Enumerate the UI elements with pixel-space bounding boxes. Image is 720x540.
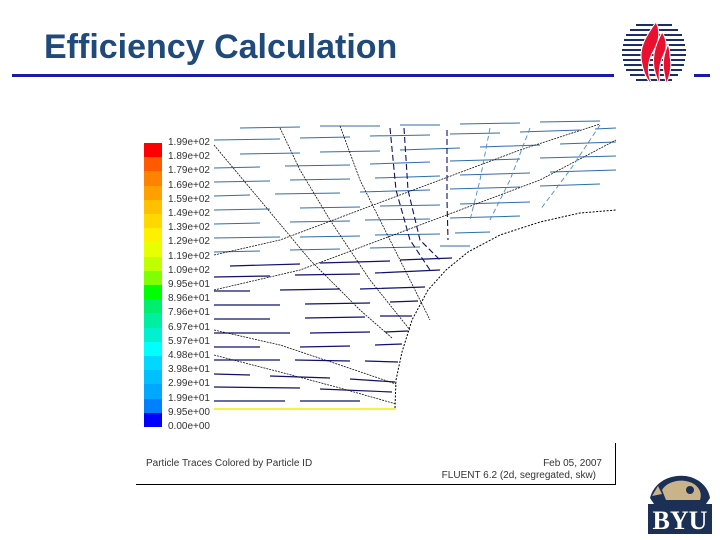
colorbar-band — [144, 242, 162, 257]
colorbar-band — [144, 199, 162, 215]
colorbar-label: 4.98e+01 — [168, 350, 210, 361]
figure-frame-right — [615, 443, 616, 485]
colorbar-label: 2.99e+01 — [168, 378, 210, 390]
colorbar-label: 9.95e+01 — [168, 279, 210, 290]
figure-caption: Particle Traces Colored by Particle ID — [146, 458, 313, 469]
colorbar-label: 8.96e+01 — [168, 293, 210, 305]
colorbar-label: 0.00e+00 — [168, 421, 210, 432]
colorbar-label: 7.96e+01 — [168, 307, 210, 319]
colorbar-band — [144, 299, 162, 314]
colorbar — [144, 143, 162, 428]
title-underline-right — [694, 74, 710, 77]
colorbar-band — [144, 270, 162, 286]
colorbar-band — [144, 171, 162, 186]
figure-frame-bottom — [136, 484, 616, 485]
colorbar-band — [144, 256, 162, 271]
colorbar-label: 1.89e+02 — [168, 151, 210, 163]
colorbar-label: 5.97e+01 — [168, 335, 210, 347]
colorbar-band — [144, 356, 162, 371]
colorbar-label: 1.69e+02 — [168, 179, 210, 191]
colorbar-band — [144, 412, 162, 428]
colorbar-label: 1.49e+02 — [168, 208, 210, 219]
byu-cougar-logo-icon: BYU — [648, 475, 712, 535]
colorbar-band — [144, 285, 162, 300]
slide-title: Efficiency Calculation — [44, 28, 398, 66]
colorbar-band — [144, 313, 162, 328]
colorbar-band — [144, 228, 162, 243]
title-underline — [12, 74, 614, 77]
colorbar-band — [144, 327, 162, 342]
colorbar-label: 3.98e+01 — [168, 364, 210, 376]
solver-info: FLUENT 6.2 (2d, segregated, skw) — [441, 470, 596, 481]
colorbar-label: 9.95e+00 — [168, 406, 210, 418]
flame-logo-icon — [622, 22, 686, 86]
colorbar-label: 1.39e+02 — [168, 222, 210, 234]
colorbar-label: 1.79e+02 — [168, 165, 210, 177]
svg-text:BYU: BYU — [653, 506, 708, 535]
colorbar-label: 1.59e+02 — [168, 193, 210, 205]
colorbar-label: 6.97e+01 — [168, 321, 210, 333]
colorbar-band — [144, 143, 162, 158]
colorbar-band — [144, 157, 162, 172]
colorbar-band — [144, 214, 162, 229]
colorbar-band — [144, 341, 162, 357]
colorbar-label: 1.09e+02 — [168, 264, 210, 276]
colorbar-label: 1.99e+01 — [168, 392, 210, 404]
colorbar-label: 1.99e+02 — [168, 137, 210, 148]
colorbar-label: 1.19e+02 — [168, 250, 210, 262]
colorbar-label: 1.29e+02 — [168, 236, 210, 248]
figure-date: Feb 05, 2007 — [543, 458, 602, 469]
colorbar-band — [144, 384, 162, 399]
colorbar-band — [144, 185, 162, 200]
colorbar-band — [144, 370, 162, 385]
colorbar-band — [144, 398, 162, 413]
